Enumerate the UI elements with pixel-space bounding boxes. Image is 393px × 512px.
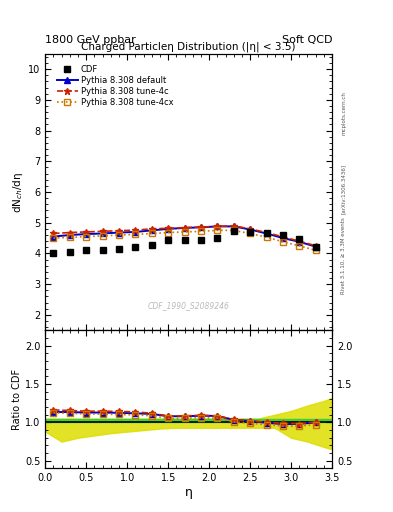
Pythia 8.308 tune-4cx — [264, 234, 269, 240]
Pythia 8.308 default — [149, 227, 154, 233]
CDF — [100, 247, 105, 253]
Pythia 8.308 default — [166, 226, 171, 232]
Pythia 8.308 tune-4cx — [248, 230, 252, 237]
CDF — [166, 237, 171, 243]
CDF — [149, 242, 154, 248]
Pythia 8.308 default — [297, 239, 302, 245]
Pythia 8.308 tune-4c — [117, 228, 121, 234]
Pythia 8.308 default — [182, 225, 187, 231]
CDF — [117, 246, 121, 252]
Line: Pythia 8.308 default: Pythia 8.308 default — [51, 224, 318, 249]
Pythia 8.308 default — [133, 229, 138, 235]
Line: Pythia 8.308 tune-4cx: Pythia 8.308 tune-4cx — [51, 228, 318, 253]
Pythia 8.308 tune-4cx — [297, 243, 302, 249]
Legend: CDF, Pythia 8.308 default, Pythia 8.308 tune-4c, Pythia 8.308 tune-4cx: CDF, Pythia 8.308 default, Pythia 8.308 … — [55, 63, 175, 109]
Text: Soft QCD: Soft QCD — [282, 35, 332, 45]
CDF — [248, 229, 252, 235]
Pythia 8.308 tune-4c — [100, 228, 105, 234]
Pythia 8.308 default — [264, 230, 269, 237]
Pythia 8.308 tune-4c — [264, 229, 269, 236]
CDF — [182, 237, 187, 243]
CDF — [51, 250, 56, 257]
Pythia 8.308 tune-4c — [84, 229, 88, 235]
Pythia 8.308 tune-4cx — [281, 239, 285, 245]
Pythia 8.308 tune-4cx — [117, 232, 121, 238]
Text: Rivet 3.1.10, ≥ 3.3M events: Rivet 3.1.10, ≥ 3.3M events — [341, 218, 346, 294]
Pythia 8.308 tune-4c — [313, 243, 318, 249]
Pythia 8.308 tune-4cx — [313, 247, 318, 253]
Title: Charged Particleη Distribution (|η| < 3.5): Charged Particleη Distribution (|η| < 3.… — [81, 41, 296, 52]
Pythia 8.308 tune-4c — [198, 224, 203, 230]
Pythia 8.308 default — [215, 223, 220, 229]
Pythia 8.308 tune-4cx — [51, 235, 56, 241]
Pythia 8.308 tune-4c — [215, 223, 220, 229]
CDF — [215, 235, 220, 241]
Pythia 8.308 tune-4cx — [68, 234, 72, 241]
Line: Pythia 8.308 tune-4c: Pythia 8.308 tune-4c — [50, 222, 319, 249]
Pythia 8.308 default — [84, 231, 88, 237]
Y-axis label: Ratio to CDF: Ratio to CDF — [12, 369, 22, 430]
Pythia 8.308 tune-4c — [231, 223, 236, 229]
CDF — [264, 230, 269, 236]
Text: 1800 GeV ppbar: 1800 GeV ppbar — [45, 35, 136, 45]
Line: CDF: CDF — [50, 228, 319, 257]
Pythia 8.308 tune-4c — [149, 226, 154, 232]
Pythia 8.308 tune-4c — [166, 225, 171, 231]
Pythia 8.308 tune-4cx — [198, 228, 203, 234]
Pythia 8.308 default — [68, 232, 72, 238]
Text: [arXiv:1306.3436]: [arXiv:1306.3436] — [341, 164, 346, 215]
Pythia 8.308 default — [231, 223, 236, 229]
Y-axis label: dN$_{ch}$/dη: dN$_{ch}$/dη — [11, 172, 25, 212]
Pythia 8.308 tune-4cx — [149, 230, 154, 237]
Pythia 8.308 tune-4c — [182, 225, 187, 231]
Pythia 8.308 tune-4cx — [100, 233, 105, 239]
Pythia 8.308 tune-4c — [133, 227, 138, 233]
Pythia 8.308 default — [117, 229, 121, 236]
Pythia 8.308 tune-4c — [68, 229, 72, 236]
CDF — [297, 236, 302, 242]
Pythia 8.308 default — [248, 226, 252, 232]
Pythia 8.308 tune-4cx — [133, 231, 138, 238]
CDF — [281, 232, 285, 238]
Pythia 8.308 tune-4c — [297, 238, 302, 244]
Pythia 8.308 tune-4c — [248, 226, 252, 232]
Text: mcplots.cern.ch: mcplots.cern.ch — [341, 91, 346, 135]
Pythia 8.308 default — [313, 244, 318, 250]
CDF — [231, 228, 236, 234]
Pythia 8.308 tune-4cx — [166, 229, 171, 236]
Pythia 8.308 default — [198, 224, 203, 230]
Pythia 8.308 tune-4c — [281, 234, 285, 240]
Pythia 8.308 tune-4cx — [231, 227, 236, 233]
X-axis label: η: η — [185, 486, 193, 499]
Text: CDF_1990_S2089246: CDF_1990_S2089246 — [148, 301, 230, 310]
Pythia 8.308 tune-4c — [51, 230, 56, 237]
CDF — [133, 244, 138, 250]
Pythia 8.308 default — [281, 235, 285, 241]
Pythia 8.308 default — [51, 233, 56, 240]
Pythia 8.308 tune-4cx — [182, 229, 187, 235]
Pythia 8.308 default — [100, 230, 105, 237]
CDF — [68, 249, 72, 255]
CDF — [198, 237, 203, 243]
Pythia 8.308 tune-4cx — [215, 227, 220, 233]
Pythia 8.308 tune-4cx — [84, 233, 88, 240]
CDF — [313, 244, 318, 250]
CDF — [84, 247, 88, 253]
